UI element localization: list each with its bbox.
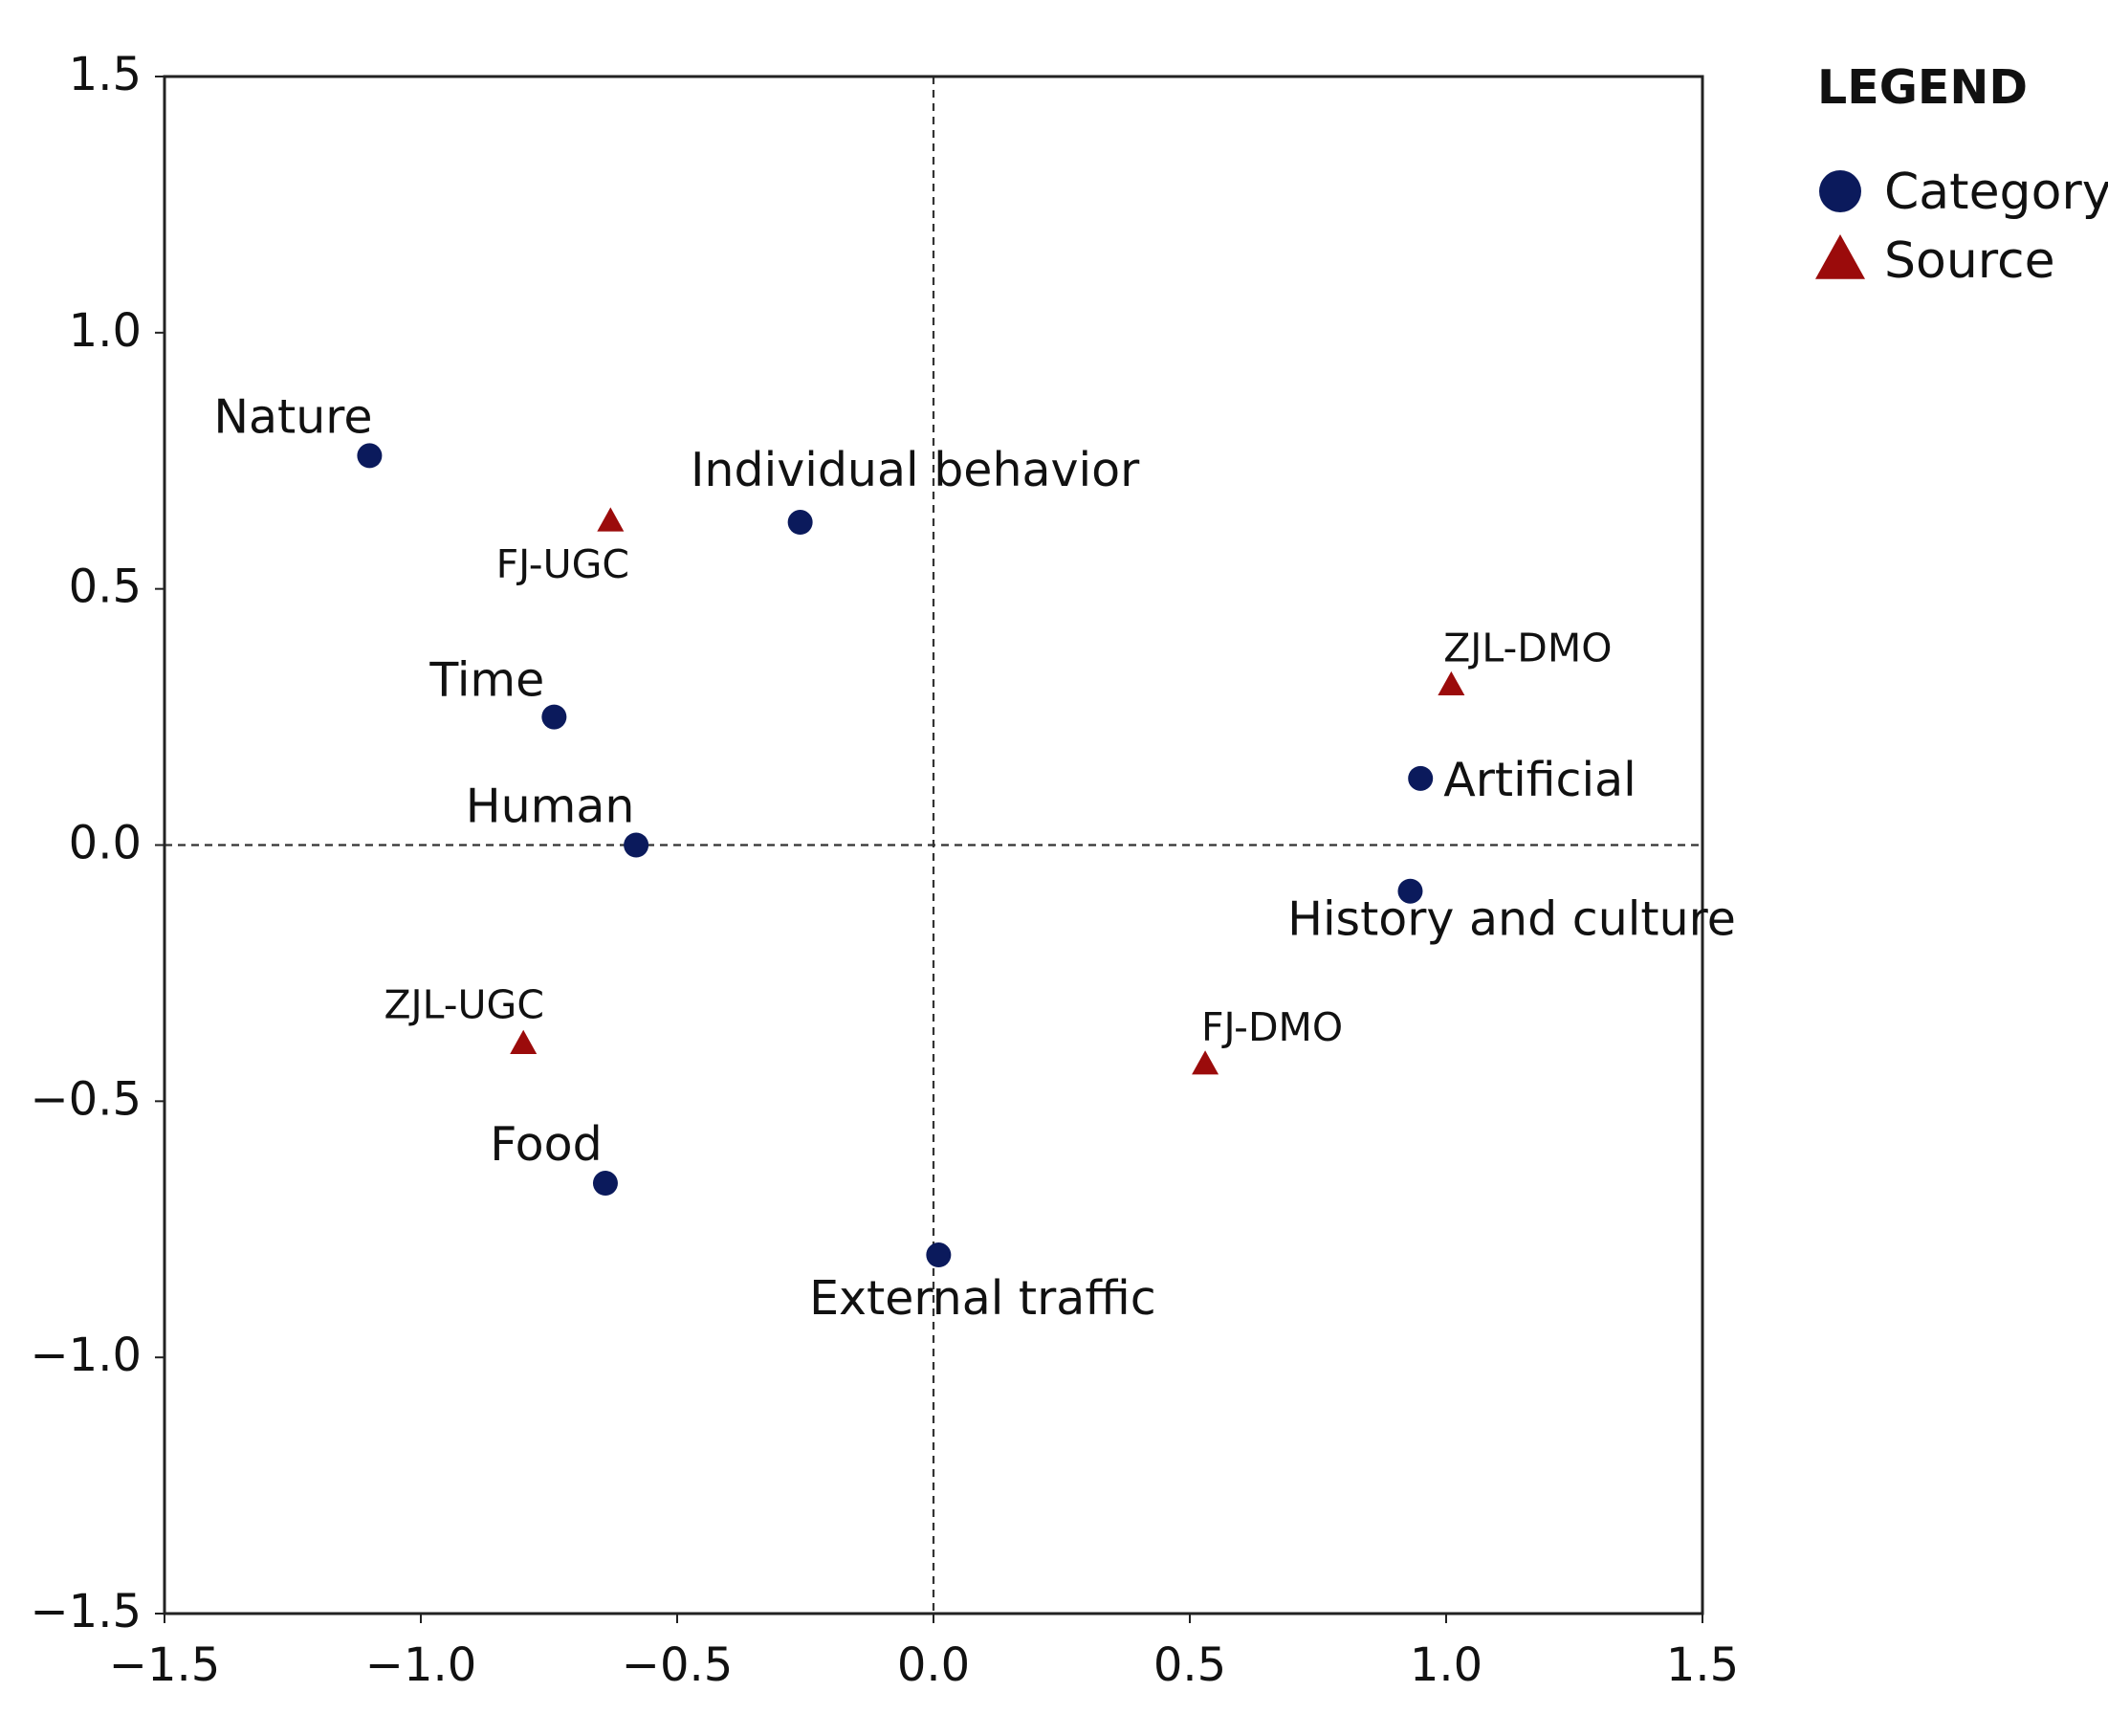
point-label: Food <box>490 1117 603 1172</box>
point-history-and-culture: History and culture <box>1287 878 1736 947</box>
category-marker <box>926 1242 952 1268</box>
y-tick-label: 1.0 <box>69 304 142 358</box>
x-tick-label: −0.5 <box>622 1638 734 1692</box>
legend-entries: Category Source <box>1815 164 2108 290</box>
source-marker <box>1438 670 1465 696</box>
source-marker <box>597 507 625 532</box>
source-marker <box>1192 1050 1219 1075</box>
y-tick-label: 0.0 <box>69 817 142 870</box>
point-artificial: Artificial <box>1408 753 1636 807</box>
point-fj-ugc: FJ-UGC <box>496 507 629 587</box>
legend-entry-category: Category <box>1819 164 2108 221</box>
legend-title: LEGEND <box>1817 60 2028 115</box>
reference-lines <box>165 77 1702 1614</box>
x-tick-label: 1.5 <box>1666 1638 1739 1692</box>
legend-entry-source: Source <box>1815 232 2055 290</box>
point-label: Time <box>428 653 544 708</box>
source-marker <box>510 1029 538 1054</box>
x-tick-label: −1.5 <box>109 1638 221 1692</box>
point-individual-behavior: Individual behavior <box>691 443 1140 536</box>
y-tick-label: −0.5 <box>30 1072 142 1126</box>
point-zjl-ugc: ZJL-UGC <box>384 981 544 1054</box>
point-label: FJ-UGC <box>496 541 629 587</box>
point-zjl-dmo: ZJL-DMO <box>1438 625 1613 696</box>
legend: LEGEND Category Source <box>1815 60 2108 290</box>
data-points: Nature Individual behavior Time Human Artifi… <box>213 389 1736 1326</box>
y-tick-label: 1.5 <box>69 48 142 101</box>
legend-triangle-icon <box>1815 233 1865 279</box>
point-label: History and culture <box>1287 892 1736 947</box>
category-marker <box>624 832 649 858</box>
point-label: ZJL-DMO <box>1443 625 1612 670</box>
point-external-traffic: External traffic <box>809 1242 1156 1326</box>
y-tick-label: 0.5 <box>69 560 142 614</box>
point-label: FJ-DMO <box>1201 1004 1343 1050</box>
x-tick-label: 1.0 <box>1410 1638 1482 1692</box>
category-marker <box>541 704 567 730</box>
category-marker <box>357 443 383 469</box>
point-human: Human <box>466 780 649 858</box>
legend-circle-icon <box>1819 170 1861 212</box>
category-marker <box>1397 878 1423 904</box>
point-label: Nature <box>213 389 372 444</box>
point-label: Artificial <box>1443 753 1636 807</box>
y-tick-label: −1.5 <box>30 1585 142 1638</box>
legend-label: Source <box>1884 232 2055 290</box>
point-label: Individual behavior <box>691 443 1140 497</box>
y-tick-label: −1.0 <box>30 1329 142 1382</box>
point-label: External traffic <box>809 1271 1156 1326</box>
point-nature: Nature <box>213 389 383 469</box>
x-tick-label: −1.0 <box>365 1638 477 1692</box>
point-label: ZJL-UGC <box>384 981 544 1027</box>
x-tick-label: 0.0 <box>897 1638 970 1692</box>
x-tick-label: 0.5 <box>1153 1638 1226 1692</box>
point-food: Food <box>490 1117 618 1197</box>
category-marker <box>1408 765 1434 791</box>
point-fj-dmo: FJ-DMO <box>1192 1004 1343 1075</box>
point-time: Time <box>428 653 567 730</box>
point-label: Human <box>466 780 635 834</box>
category-marker <box>787 510 813 536</box>
y-axis: 1.5 1.0 0.5 0.0 −0.5 −1.0 −1.5 <box>30 48 165 1638</box>
legend-label: Category <box>1884 164 2108 221</box>
x-axis: −1.5 −1.0 −0.5 0.0 0.5 1.0 1.5 <box>109 1614 1739 1692</box>
category-marker <box>592 1171 618 1197</box>
